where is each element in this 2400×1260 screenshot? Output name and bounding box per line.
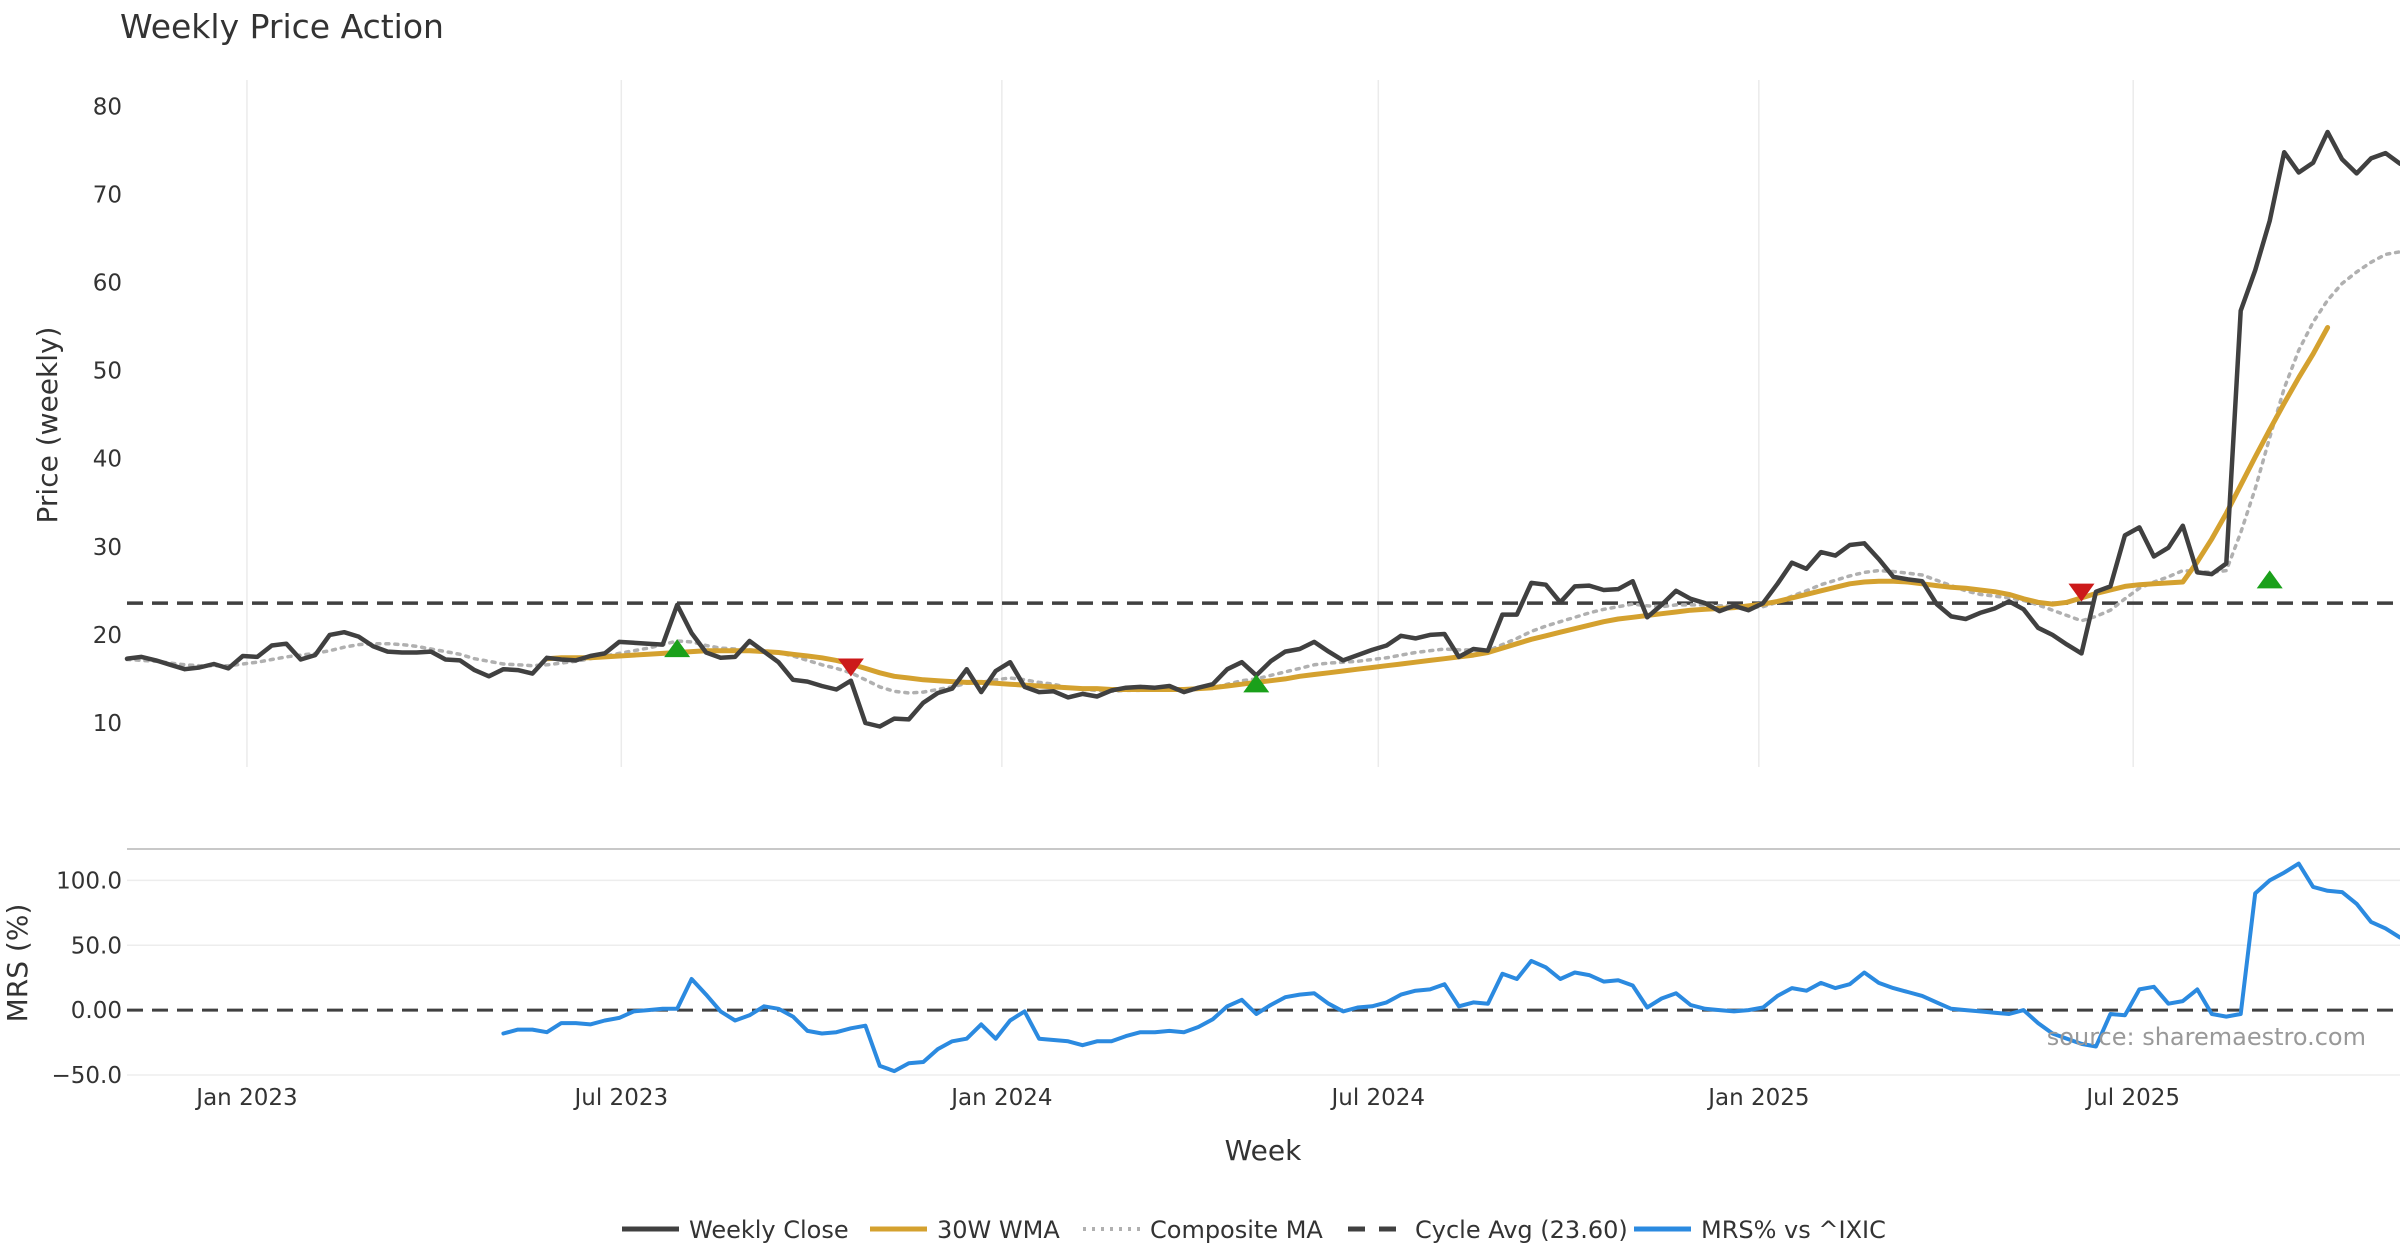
x-axis: Jan 2023 Jul 2023 Jan 2024 Jul 2024 Jan 2025…: [194, 1085, 2180, 1111]
price-y-tick-label: 80: [93, 94, 122, 120]
legend: Weekly Close 30W WMA Composite MA Cycle Avg…: [622, 1216, 1886, 1244]
buy-signal-marker: [2256, 570, 2283, 589]
price-y-tick-label: 20: [93, 623, 122, 649]
legend-label-close: Weekly Close: [689, 1216, 849, 1244]
x-tick-label: Jul 2024: [1329, 1085, 1425, 1111]
mrs-y-axis-label: MRS (%): [1, 904, 34, 1023]
x-tick-label: Jan 2023: [194, 1085, 297, 1111]
mrs-y-tick-label: 50.0: [71, 933, 122, 959]
legend-label-wma: 30W WMA: [937, 1216, 1060, 1244]
price-y-tick-label: 40: [93, 447, 122, 473]
price-y-tick-label: 70: [93, 183, 122, 209]
mrs-y-tick-label: 0.00: [71, 998, 122, 1024]
legend-label-composite: Composite MA: [1150, 1216, 1323, 1244]
buy-signal-marker: [664, 639, 691, 658]
chart-title: Weekly Price Action: [120, 7, 444, 46]
price-panel: 10 20 30 40 50 60 70 80: [93, 80, 2400, 767]
series-line-mrs: [501, 861, 2400, 1074]
mrs-y-tick-label: 100.0: [56, 868, 122, 894]
sell-signal-marker: [837, 658, 864, 677]
mrs-panel: −50.0 0.00 50.0 100.0: [52, 848, 2400, 1089]
x-tick-label: Jan 2025: [1706, 1085, 1809, 1111]
source-attribution: source: sharemaestro.com: [2047, 1023, 2366, 1051]
x-axis-label: Week: [1225, 1134, 1302, 1167]
legend-label-cycle: Cycle Avg (23.60): [1415, 1216, 1628, 1244]
buy-signal-marker: [1243, 674, 1270, 693]
x-tick-label: Jul 2025: [2084, 1085, 2180, 1111]
price-y-tick-label: 60: [93, 271, 122, 297]
price-y-tick-label: 10: [93, 711, 122, 737]
price-y-tick-label: 30: [93, 535, 122, 561]
sell-signal-marker: [2068, 583, 2095, 602]
price-y-tick-label: 50: [93, 359, 122, 385]
series-line-composite: [125, 250, 2400, 695]
legend-label-mrs: MRS% vs ^IXIC: [1701, 1216, 1886, 1244]
x-tick-label: Jul 2023: [573, 1085, 669, 1111]
series-line-close: [124, 129, 2400, 729]
x-tick-label: Jan 2024: [949, 1085, 1052, 1111]
price-y-axis-label: Price (weekly): [31, 327, 64, 524]
mrs-y-tick-label: −50.0: [52, 1063, 122, 1089]
